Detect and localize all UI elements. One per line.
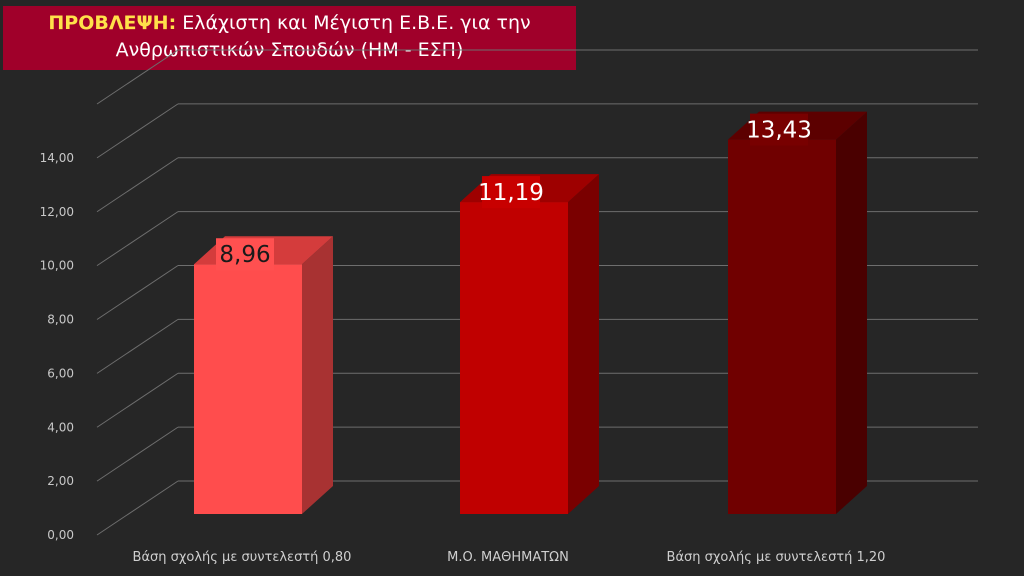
y-tick-label: 2,00 [47,474,74,488]
y-tick-label: 8,00 [47,313,74,327]
y-tick-label: 14,00 [40,151,74,165]
bar-front [460,202,568,515]
data-label-bg [750,113,808,146]
chart-title-box: ΠΡΟΒΛΕΨΗ: Ελάχιστη και Μέγιστη Ε.Β.Ε. γι… [3,6,576,70]
bar: 13,43 [728,111,867,515]
data-label: 11,19 [478,180,544,206]
x-category-label: Μ.Ο. ΜΑΘΗΜΑΤΩΝ [447,550,569,565]
bar: 8,96 [194,236,333,515]
gridline-depth [96,211,179,267]
gridline-depth [96,318,179,374]
data-label-bg [482,176,540,209]
data-label: 13,43 [746,118,812,144]
y-tick-label: 4,00 [47,420,74,434]
x-category-label: Βάση σχολής με συντελεστή 1,20 [667,550,886,565]
gridline-depth [96,49,179,105]
x-axis-labels: Βάση σχολής με συντελεστή 0,80 Μ.Ο. ΜΑΘΗΜ… [133,550,886,565]
y-tick-label: 0,00 [47,528,74,542]
gridline-depth [96,480,179,536]
chart-title-line1: ΠΡΟΒΛΕΨΗ: Ελάχιστη και Μέγιστη Ε.Β.Ε. γι… [3,10,576,37]
data-label: 8,96 [219,242,270,268]
gridline-depth [96,157,179,213]
bar-front [728,139,836,515]
bar-side [568,174,599,515]
data-label-bg [216,238,274,271]
bar-front [194,264,302,514]
y-tick-label: 12,00 [40,205,74,219]
y-tick-label: 6,00 [47,366,74,380]
bar-side [302,236,333,515]
bar-side [836,111,867,515]
x-category-label: Βάση σχολής με συντελεστή 0,80 [133,550,352,565]
chart-title-text: Ελάχιστη και Μέγιστη Ε.Β.Ε. για την [182,12,531,34]
chart-title-prefix: ΠΡΟΒΛΕΨΗ: [48,12,177,34]
y-axis-ticks: 0,00 2,00 4,00 6,00 8,00 10,00 12,00 14,00 [40,151,74,542]
gridline-depth [96,426,179,482]
chart-bars: 8,96 11,19 13,43 [194,111,867,515]
bar: 11,19 [460,174,599,515]
gridline-depth [96,103,179,159]
y-tick-label: 10,00 [40,259,74,273]
gridline-depth [96,372,179,428]
gridline-depth [96,265,179,320]
